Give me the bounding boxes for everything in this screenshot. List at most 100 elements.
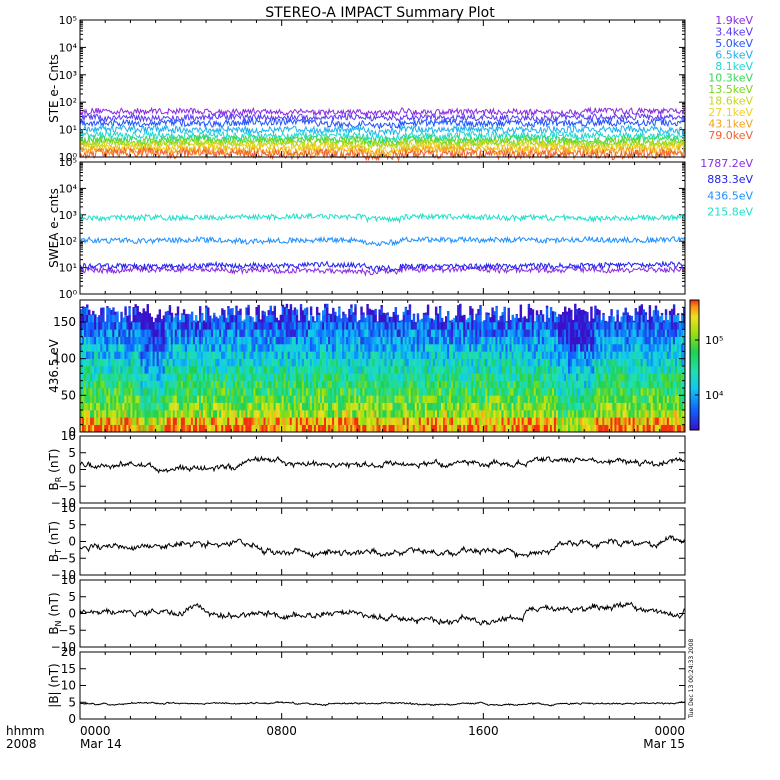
pad-heatmap-cell: [112, 314, 115, 323]
pad-heatmap-cell: [511, 373, 514, 381]
pad-heatmap-cell: [388, 329, 391, 337]
pad-heatmap-cell: [265, 388, 268, 396]
pad-heatmap-cell: [172, 317, 176, 323]
pad-heatmap-cell: [525, 417, 529, 425]
pad-heatmap-cell: [243, 366, 246, 374]
pad-heatmap-cell: [521, 373, 525, 381]
pad-heatmap-cell: [249, 322, 252, 330]
pad-heatmap-cell: [120, 366, 123, 374]
pad-heatmap-cell: [219, 380, 222, 389]
pad-heatmap-cell: [342, 322, 345, 330]
pad-heatmap-cell: [176, 410, 180, 418]
pad-heatmap-cell: [537, 380, 541, 389]
pad-heatmap-cell: [271, 410, 274, 418]
pad-heatmap-cell: [190, 344, 194, 352]
pad-heatmap-cell: [186, 313, 190, 315]
pad-heatmap-cell: [178, 388, 182, 396]
pad-heatmap-cell: [326, 307, 329, 315]
pad-heatmap-cell: [319, 424, 323, 433]
pad-heatmap-cell: [535, 402, 539, 411]
pad-heatmap-cell: [168, 402, 172, 411]
pad-heatmap-cell: [166, 417, 170, 425]
pad-heatmap-cell: [348, 329, 351, 337]
pad-heatmap-cell: [648, 322, 652, 330]
pad-heatmap-cell: [394, 344, 398, 352]
pad-heatmap-cell: [453, 344, 456, 352]
pad-heatmap-cell: [326, 417, 329, 425]
pad-heatmap-cell: [457, 424, 460, 433]
pad-heatmap-cell: [505, 329, 508, 337]
pad-heatmap-cell: [225, 417, 228, 425]
pad-heatmap-cell: [291, 344, 295, 352]
pad-heatmap-cell: [186, 388, 190, 396]
pad-heatmap-cell: [654, 336, 658, 345]
pad-heatmap-cell: [445, 351, 448, 359]
pad-heatmap-cell: [543, 417, 547, 425]
pad-heatmap-cell: [644, 336, 648, 345]
pad-heatmap-cell: [136, 410, 139, 418]
pad-heatmap-cell: [116, 373, 119, 381]
pad-heatmap-cell: [396, 388, 400, 396]
pad-heatmap-cell: [648, 344, 652, 352]
pad-heatmap-cell: [233, 344, 236, 352]
pad-heatmap-cell: [656, 322, 660, 330]
pad-heatmap-cell: [449, 344, 452, 352]
pad-heatmap-cell: [184, 313, 188, 315]
pad-heatmap-cell: [209, 373, 212, 381]
pad-heatmap-cell: [247, 388, 250, 396]
pad-heatmap-cell: [188, 358, 192, 367]
pad-heatmap-cell: [227, 358, 230, 367]
pad-heatmap-cell: [457, 402, 460, 411]
pad-heatmap-cell: [330, 313, 333, 315]
pad-heatmap-cell: [346, 395, 349, 403]
pad-heatmap-cell: [176, 424, 180, 433]
pad-heatmap-cell: [471, 402, 474, 411]
pad-heatmap-cell: [515, 373, 519, 381]
pad-heatmap-cell: [513, 329, 516, 337]
pad-heatmap-cell: [80, 344, 83, 352]
pad-heatmap-cell: [366, 388, 369, 396]
pad-heatmap-cell: [501, 314, 504, 323]
pad-heatmap-cell: [644, 388, 648, 396]
pad-heatmap-cell: [154, 373, 158, 381]
pad-heatmap-cell: [531, 424, 535, 433]
pad-heatmap-cell: [86, 358, 89, 367]
pad-heatmap-cell: [424, 358, 428, 367]
pad-heatmap-cell: [86, 395, 89, 403]
pad-heatmap-cell: [178, 395, 182, 403]
pad-heatmap-cell: [283, 344, 287, 352]
pad-heatmap-cell: [430, 318, 434, 323]
pad-heatmap-cell: [485, 322, 488, 330]
pad-heatmap-cell: [130, 322, 133, 330]
pad-heatmap-cell: [662, 351, 666, 359]
pad-heatmap-cell: [106, 380, 109, 389]
pad-heatmap-cell: [313, 402, 317, 411]
pad-heatmap-cell: [108, 344, 111, 352]
pad-heatmap-cell: [245, 351, 248, 359]
pad-heatmap-cell: [596, 344, 599, 352]
pad-heatmap-cell: [305, 314, 309, 323]
pad-heatmap-cell: [584, 417, 587, 425]
pad-heatmap-cell: [517, 410, 521, 418]
pad-heatmap-cell: [271, 351, 274, 359]
pad-heatmap-cell: [576, 358, 579, 367]
pad-heatmap-cell: [362, 388, 365, 396]
pad-heatmap-cell: [166, 344, 170, 352]
pad-heatmap-cell: [211, 424, 214, 433]
pad-heatmap-cell: [136, 351, 139, 359]
pad-heatmap-cell: [317, 417, 321, 425]
pad-heatmap-cell: [473, 417, 476, 425]
pad-heatmap-cell: [364, 329, 367, 337]
pad-heatmap-cell: [610, 351, 613, 359]
pad-heatmap-cell: [315, 366, 319, 374]
pad-heatmap-cell: [489, 395, 492, 403]
pad-heatmap-cell: [638, 395, 642, 403]
pad-heatmap-cell: [430, 402, 434, 411]
pad-heatmap-cell: [606, 336, 609, 345]
pad-heatmap-cell: [632, 351, 635, 359]
swea-series-line: [79, 265, 686, 277]
pad-heatmap-cell: [281, 366, 285, 374]
pad-heatmap-cell: [309, 329, 313, 337]
pad-heatmap-cell: [148, 314, 151, 323]
pad-heatmap-cell: [118, 417, 121, 425]
